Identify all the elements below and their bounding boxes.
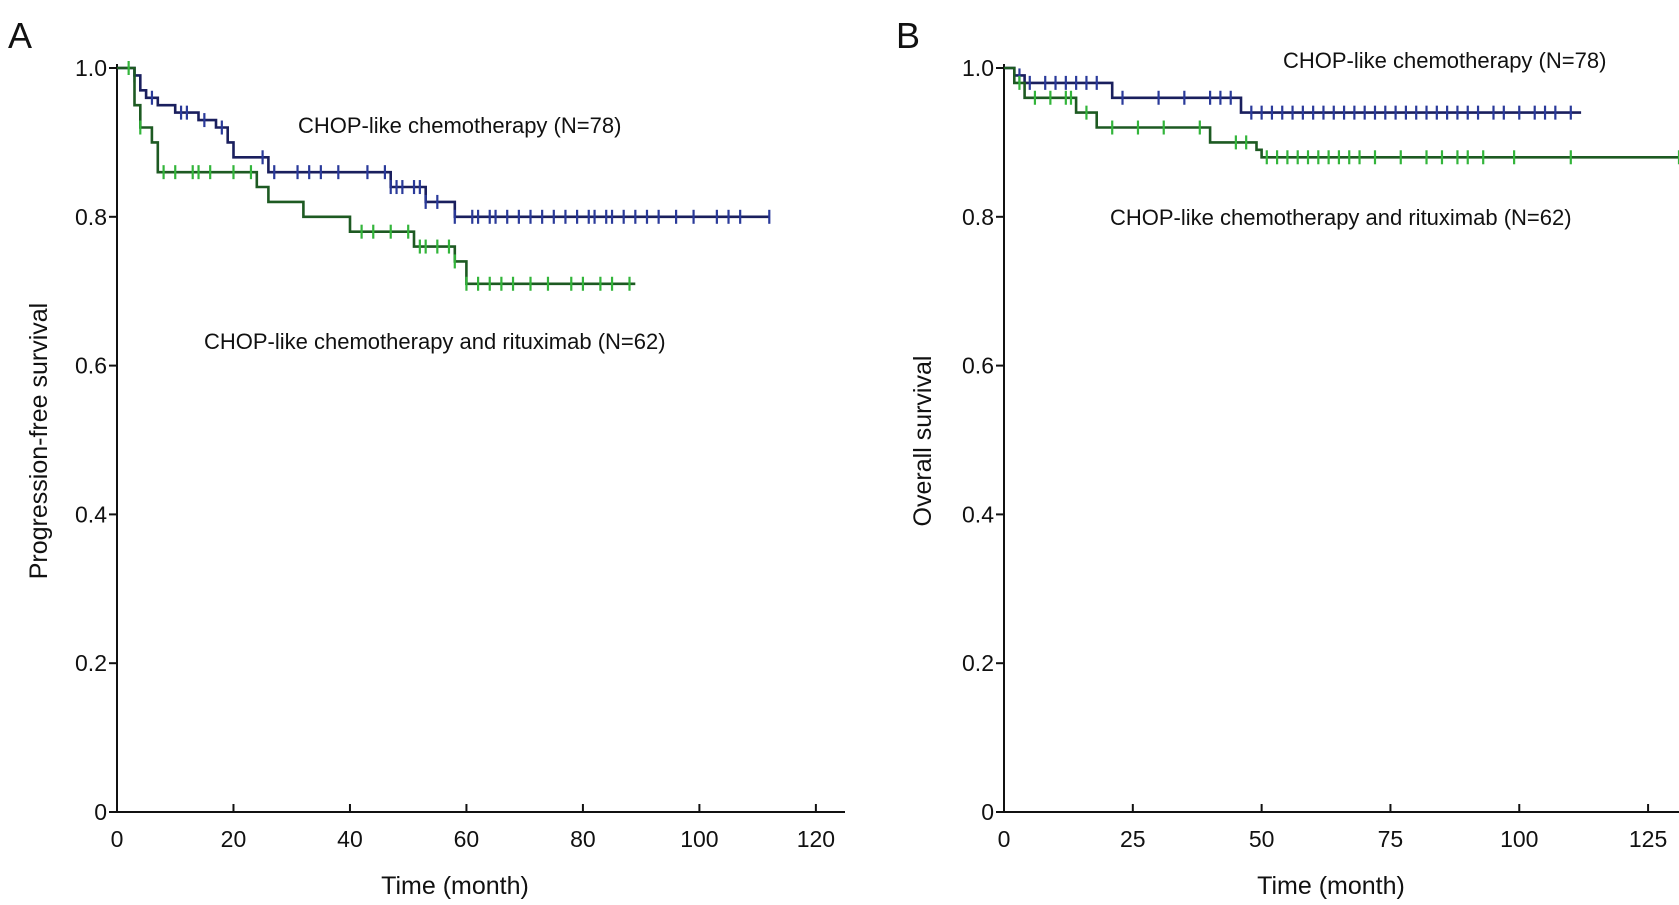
panel-b-label-chop: CHOP-like chemotherapy (N=78) xyxy=(1283,48,1606,73)
panel-b-x-tick-label: 50 xyxy=(1249,826,1275,852)
panel-a-axes: 0 20 40 60 80 100 120 0 0.2 0.4 0.6 0.8 1.0 xyxy=(75,55,845,852)
panel-a-y-tick-label: 0.4 xyxy=(75,501,107,527)
panel-a-x-tick-label: 80 xyxy=(570,826,596,852)
panel-a-y-tick-label: 1.0 xyxy=(75,55,107,81)
panel-b-letter: B xyxy=(896,15,920,56)
panel-a-x-tick-label: 120 xyxy=(797,826,835,852)
panel-a-pfs-chart: A 0 20 40 60 80 100 120 0 0.2 0.4 0.6 0.8 1.0 CHOP-l… xyxy=(8,15,845,900)
panel-a-letter: A xyxy=(8,15,32,56)
panel-b-y-tick-label: 1.0 xyxy=(962,55,994,81)
panel-a-x-axis-title: Time (month) xyxy=(381,872,529,900)
panel-a-y-tick-label: 0.6 xyxy=(75,353,107,379)
panel-b-y-tick-label: 0.6 xyxy=(962,353,994,379)
panel-b-y-tick-label: 0 xyxy=(981,799,994,825)
panel-a-y-tick-label: 0.8 xyxy=(75,204,107,230)
panel-b-y-tick-label: 0.4 xyxy=(962,501,994,527)
panel-b-x-tick-label: 100 xyxy=(1500,826,1538,852)
panel-a-y-tick-label: 0.2 xyxy=(75,650,107,676)
panel-a-x-tick-label: 60 xyxy=(454,826,480,852)
panel-a-y-tick-label: 0 xyxy=(94,799,107,825)
panel-a-x-tick-label: 100 xyxy=(680,826,718,852)
panel-a-x-tick-label: 0 xyxy=(111,826,124,852)
panel-a-curves xyxy=(117,61,771,291)
panel-a-curve-chop xyxy=(117,66,770,219)
panel-a-label-chop-rituximab: CHOP-like chemotherapy and rituximab (N=… xyxy=(204,329,666,354)
panel-a-x-tick-label: 20 xyxy=(221,826,247,852)
panel-b-curves xyxy=(1004,66,1679,165)
panel-b-x-tick-label: 125 xyxy=(1629,826,1667,852)
panel-a-curve-chop-rituximab xyxy=(117,66,636,286)
panel-b-x-tick-label: 0 xyxy=(998,826,1011,852)
panel-a-y-axis-title: Progression-free survival xyxy=(25,303,53,580)
panel-b-y-axis-title: Overall survival xyxy=(909,356,937,527)
panel-a-label-chop: CHOP-like chemotherapy (N=78) xyxy=(298,113,621,138)
panel-b-x-tick-label: 75 xyxy=(1378,826,1404,852)
panel-b-os-chart: B 0 25 50 75 100 125 0 0.2 0.4 0.6 0.8 1.0 CHOP-lik… xyxy=(896,15,1679,900)
panel-b-y-tick-label: 0.8 xyxy=(962,204,994,230)
panel-b-y-tick-label: 0.2 xyxy=(962,650,994,676)
panel-b-x-axis-title: Time (month) xyxy=(1257,872,1405,900)
panel-b-label-chop-rituximab: CHOP-like chemotherapy and rituximab (N=… xyxy=(1110,205,1572,230)
panel-b-axes: 0 25 50 75 100 125 0 0.2 0.4 0.6 0.8 1.0 xyxy=(962,55,1679,852)
panel-b-x-tick-label: 25 xyxy=(1120,826,1146,852)
panel-a-x-tick-label: 40 xyxy=(337,826,363,852)
